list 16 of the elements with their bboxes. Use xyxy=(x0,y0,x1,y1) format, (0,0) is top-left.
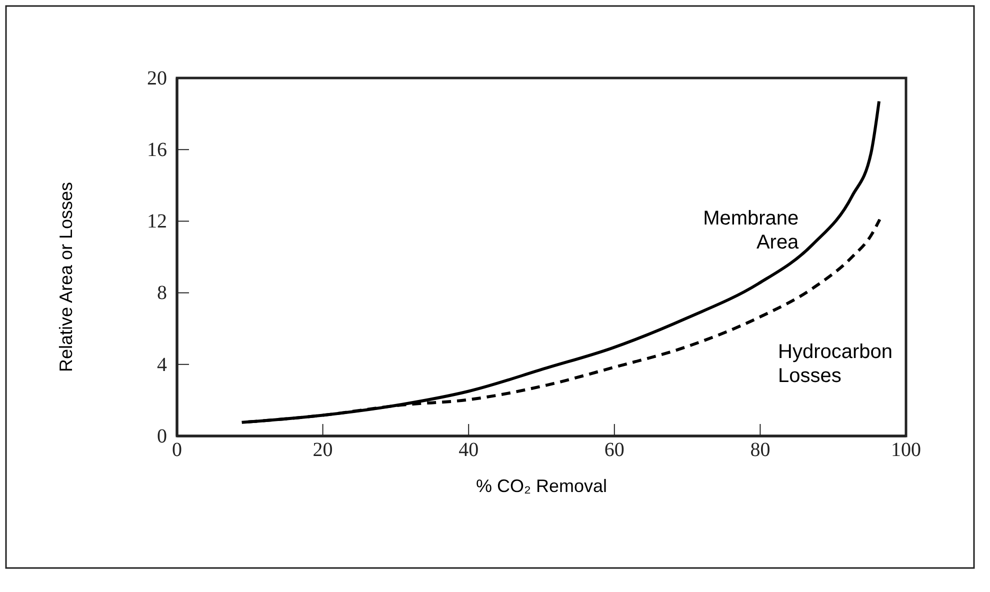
x-tick-label: 100 xyxy=(891,439,921,462)
x-tick-label: 80 xyxy=(750,439,770,462)
x-axis-title: % CO₂ Removal xyxy=(476,476,608,496)
y-tick-label: 8 xyxy=(157,282,167,304)
x-tick-label: 20 xyxy=(312,439,333,462)
y-tick-label: 20 xyxy=(147,67,167,90)
x-tick-label: 0 xyxy=(172,439,182,462)
x-tick-label: 60 xyxy=(604,439,624,462)
y-tick-label: 16 xyxy=(147,139,167,161)
series-label: Hydrocarbon Losses xyxy=(778,340,893,387)
y-tick-label: 0 xyxy=(157,425,167,448)
y-axis-title: Relative Area or Losses xyxy=(56,182,76,372)
y-tick-label: 12 xyxy=(147,210,167,233)
series-label: Membrane Area xyxy=(703,207,800,254)
x-tick-label: 40 xyxy=(458,439,479,462)
y-tick-label: 4 xyxy=(157,354,167,376)
